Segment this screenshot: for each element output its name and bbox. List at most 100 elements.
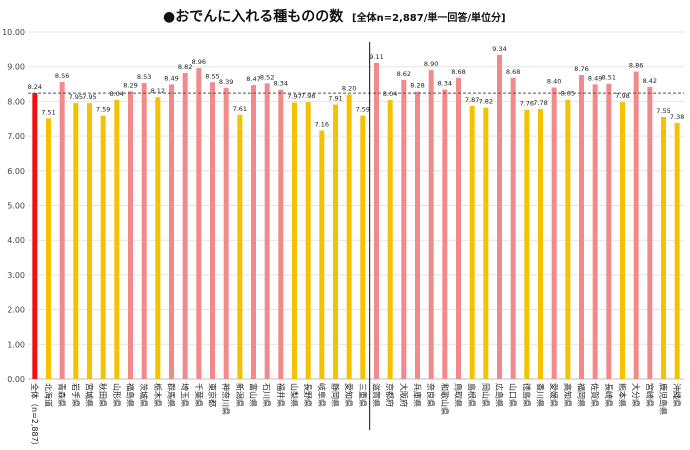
category-label: 滋賀県 <box>372 383 382 407</box>
chart-title: ●おでんに入れる種ものの数 <box>163 8 344 25</box>
bar <box>237 114 243 380</box>
value-label: 8.76 <box>574 65 588 73</box>
value-label: 8.20 <box>342 84 356 92</box>
category-label: 高知県 <box>563 383 573 407</box>
bar <box>538 109 543 379</box>
y-tick-label: 10.00 <box>2 28 25 37</box>
category-label: 和歌山県 <box>440 383 450 415</box>
category-label: 奈良県 <box>426 383 436 407</box>
bar <box>128 91 133 379</box>
y-axis: 0.00 1.00 2.00 3.00 4.00 5.00 6.00 7.00 8.00 9.00… <box>2 28 25 384</box>
bar <box>428 70 434 380</box>
category-label: 宮城県 <box>85 383 95 407</box>
value-label: 8.42 <box>643 77 657 85</box>
value-label: 7.59 <box>356 106 370 114</box>
value-label: 8.51 <box>602 74 616 82</box>
value-label: 7.78 <box>533 99 547 107</box>
y-tick-label: 8.00 <box>7 97 25 106</box>
bar <box>264 83 270 379</box>
bar <box>674 122 680 379</box>
category-label: 石川県 <box>262 383 271 407</box>
bar <box>415 91 420 380</box>
category-label: 富山県 <box>249 383 259 407</box>
bar <box>483 107 489 380</box>
bar <box>114 100 120 380</box>
bar <box>100 115 106 379</box>
value-label: 8.12 <box>151 87 165 95</box>
category-label: 山口県 <box>508 383 518 407</box>
category-label: 秋田県 <box>98 383 108 407</box>
category-label: 鹿児島県 <box>659 383 669 415</box>
bar <box>319 130 325 379</box>
bar <box>182 72 188 380</box>
value-label: 7.95 <box>69 93 83 101</box>
bar <box>647 86 653 380</box>
bar <box>46 118 51 379</box>
bar <box>442 89 448 380</box>
bar <box>360 115 366 379</box>
category-label: 青森県 <box>57 383 67 407</box>
bar <box>620 102 625 380</box>
category-label: 鳥取県 <box>454 383 464 407</box>
value-label: 8.40 <box>547 78 561 86</box>
value-label: 7.95 <box>82 93 96 101</box>
bar <box>633 71 639 380</box>
category-label: 佐賀県 <box>590 383 600 407</box>
category-label: 宮崎県 <box>645 383 655 407</box>
y-tick-label: 0.00 <box>7 375 25 384</box>
chart-subtitle: [全体n=2,887/単一回答/単位分] <box>352 11 506 24</box>
category-label: 栃木県 <box>153 383 163 407</box>
bar <box>141 83 147 379</box>
value-label: 7.87 <box>465 96 479 104</box>
bar <box>456 77 461 379</box>
category-label: 山梨県 <box>290 383 300 407</box>
category-label: 茨城県 <box>139 383 149 407</box>
value-label: 7.38 <box>670 113 684 121</box>
category-label: 群馬県 <box>167 383 177 407</box>
value-label: 7.91 <box>328 95 342 103</box>
bars <box>32 54 680 380</box>
category-labels: 全体（n=2,887） 北海道 青森県 岩手県 宮城県 秋田県 山形県 福島県 茨城県 栃木県 群馬… <box>30 383 682 450</box>
value-label: 8.68 <box>451 68 465 76</box>
category-label: 三重県 <box>358 383 368 407</box>
category-label: 東京都 <box>208 383 218 407</box>
category-label: 大分県 <box>631 383 641 407</box>
bar <box>565 99 571 379</box>
category-label: 山形県 <box>112 383 122 407</box>
bar <box>32 93 38 380</box>
value-label: 9.11 <box>369 53 383 61</box>
bar <box>278 89 284 380</box>
value-labels: 8.247.518.567.95 7.957.598.048.298.538.12… <box>28 45 685 129</box>
value-label: 7.59 <box>96 106 110 114</box>
category-label: 長崎県 <box>604 383 614 407</box>
bar <box>606 83 612 379</box>
category-label: 岐阜県 <box>317 383 327 407</box>
category-label: 福岡県 <box>577 383 586 407</box>
value-label: 8.24 <box>28 83 42 91</box>
bar <box>510 77 516 379</box>
value-label: 8.29 <box>123 81 137 89</box>
value-label: 7.82 <box>479 98 493 106</box>
category-label: 千葉県 <box>194 383 204 407</box>
overlay-lines <box>28 42 684 430</box>
value-label: 8.47 <box>246 75 260 83</box>
value-label: 8.68 <box>506 68 520 76</box>
value-label: 8.04 <box>110 90 124 98</box>
y-tick-label: 9.00 <box>7 63 25 72</box>
category-label: 北海道 <box>44 383 54 407</box>
category-label: 静岡県 <box>331 383 341 407</box>
value-label: 8.52 <box>260 73 274 81</box>
bar <box>469 105 475 379</box>
value-label: 7.98 <box>615 92 629 100</box>
bar <box>155 97 161 380</box>
y-tick-label: 3.00 <box>7 271 25 280</box>
bar <box>387 100 393 380</box>
bar <box>551 87 557 380</box>
bar <box>196 68 202 379</box>
bar <box>661 117 666 379</box>
value-label: 8.28 <box>410 82 424 90</box>
value-label: 8.96 <box>192 58 206 66</box>
y-tick-label: 2.00 <box>7 306 25 315</box>
bar <box>333 104 338 379</box>
